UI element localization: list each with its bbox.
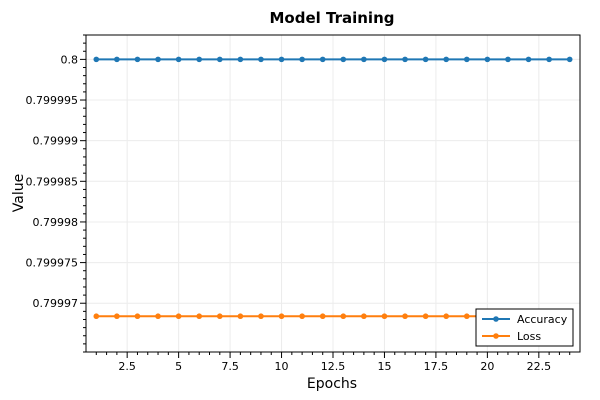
x-axis-label: Epochs xyxy=(307,376,357,392)
accuracy-point xyxy=(114,56,120,63)
loss-point xyxy=(114,313,120,320)
loss-point xyxy=(196,313,203,320)
accuracy-point xyxy=(196,56,203,63)
y-axis-label: Value xyxy=(11,174,27,212)
accuracy-point xyxy=(463,56,470,63)
accuracy-point xyxy=(381,56,388,63)
loss-point xyxy=(340,313,347,320)
loss-point xyxy=(278,313,285,320)
loss-point xyxy=(216,313,223,320)
series-accuracy xyxy=(93,56,573,63)
x-tick-label: 10 xyxy=(275,360,289,373)
accuracy-point xyxy=(155,56,161,63)
y-axis: 0.79997 0.799975 0.79998 0.799985 0.79999 0.7… xyxy=(26,34,86,353)
accuracy-point xyxy=(175,56,182,63)
loss-point xyxy=(402,313,408,320)
loss-point xyxy=(381,313,388,320)
accuracy-point xyxy=(546,56,552,63)
x-tick-label: 12.5 xyxy=(321,360,346,373)
y-tick-label: 0.8 xyxy=(61,53,79,66)
legend-box xyxy=(475,308,574,347)
legend-item-loss: Loss xyxy=(482,330,541,343)
accuracy-point xyxy=(258,56,264,63)
x-tick-label: 2.5 xyxy=(118,360,136,373)
y-tick-label: 0.799985 xyxy=(26,175,79,188)
accuracy-point xyxy=(484,56,491,63)
legend-label: Loss xyxy=(517,330,541,343)
accuracy-point xyxy=(299,56,305,63)
legend-label: Accuracy xyxy=(517,313,568,326)
accuracy-point xyxy=(443,56,450,63)
loss-point xyxy=(258,313,264,320)
loss-point xyxy=(175,313,182,320)
accuracy-point xyxy=(134,56,141,63)
x-tick-label: 15 xyxy=(377,360,391,373)
loss-point xyxy=(422,313,429,320)
legend-marker xyxy=(493,333,499,339)
accuracy-point xyxy=(525,56,532,63)
y-tick-label: 0.799975 xyxy=(26,257,79,270)
y-tick-label: 0.79998 xyxy=(33,216,79,229)
y-tick-label: 0.79997 xyxy=(33,297,79,310)
y-tick-label: 0.79999 xyxy=(33,135,79,148)
x-tick-label: 5 xyxy=(175,360,182,373)
grid-lines xyxy=(86,35,580,352)
legend-item-accuracy: Accuracy xyxy=(482,313,568,326)
x-tick-label: 17.5 xyxy=(424,360,449,373)
loss-point xyxy=(299,313,305,320)
accuracy-point xyxy=(505,56,511,63)
accuracy-point xyxy=(93,56,100,63)
loss-point xyxy=(93,313,100,320)
legend: Accuracy Loss xyxy=(475,308,574,347)
accuracy-point xyxy=(361,56,367,63)
loss-point xyxy=(155,313,161,320)
loss-point xyxy=(319,313,326,320)
accuracy-point xyxy=(216,56,223,63)
x-tick-label: 7.5 xyxy=(221,360,239,373)
accuracy-point xyxy=(422,56,429,63)
accuracy-point xyxy=(319,56,326,63)
chart-title: Model Training xyxy=(270,9,395,27)
loss-point xyxy=(237,313,244,320)
x-axis: 2.5 5 7.5 10 12.5 15 17.5 20 22.5 xyxy=(95,352,571,373)
accuracy-point xyxy=(340,56,347,63)
accuracy-point xyxy=(402,56,408,63)
loss-point xyxy=(134,313,141,320)
legend-marker xyxy=(493,316,499,322)
loss-point xyxy=(361,313,367,320)
accuracy-point xyxy=(237,56,244,63)
loss-point xyxy=(443,313,450,320)
accuracy-point xyxy=(278,56,285,63)
x-tick-label: 20 xyxy=(480,360,494,373)
loss-point xyxy=(463,313,470,320)
x-tick-label: 22.5 xyxy=(527,360,552,373)
y-tick-label: 0.799995 xyxy=(26,94,79,107)
accuracy-point xyxy=(566,56,573,63)
